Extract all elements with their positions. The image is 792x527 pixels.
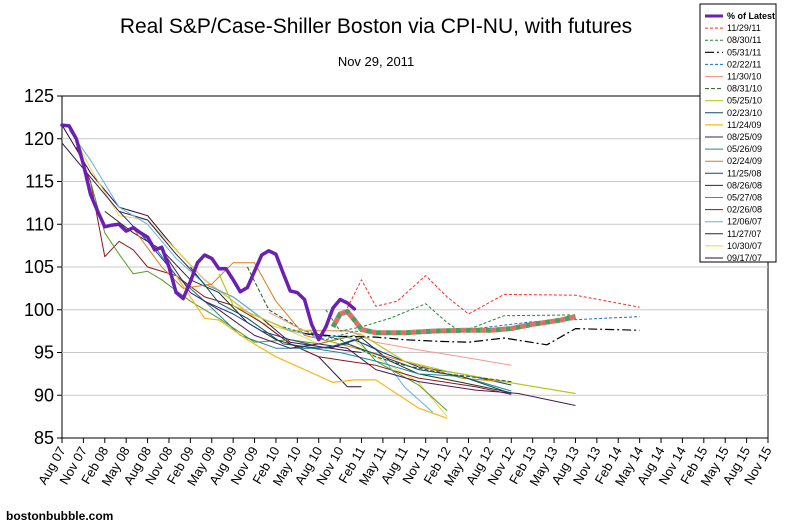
- legend-label: 11/29/11: [727, 23, 761, 33]
- series-lines: [61, 124, 640, 419]
- series-line-05-25-10: [218, 273, 576, 395]
- grid-lines: [62, 138, 768, 396]
- series-line-11-24-09: [175, 275, 448, 419]
- series-line-05-26-09: [147, 236, 512, 392]
- legend-label: 08/25/09: [727, 132, 762, 142]
- y-tick-label: 85: [34, 428, 54, 448]
- series-line-02-23-10: [190, 266, 512, 394]
- y-tick-label: 120: [24, 129, 54, 149]
- legend-label: 08/31/10: [727, 84, 762, 94]
- series-line-08-31-10: [246, 266, 512, 383]
- y-tick-label: 105: [24, 257, 54, 277]
- legend-label: 02/26/08: [727, 205, 762, 215]
- legend-label: 11/27/07: [727, 229, 761, 239]
- series-line-11-30-10: [268, 311, 512, 366]
- series-line-05-31-11: [304, 328, 640, 346]
- legend-entries: % of Latest 11/29/11 08/30/11 05/31/11 02/22…: [705, 11, 775, 263]
- chart-subtitle: Nov 29, 2011: [338, 54, 414, 69]
- series-line-08-26-08: [104, 211, 512, 394]
- y-tick-label: 90: [34, 385, 54, 405]
- y-tick-label: 100: [24, 300, 54, 320]
- y-axis-ticks: 85 90 95 100 105 110 115 120 125: [24, 86, 62, 448]
- watermark: bostonbubble.com: [6, 509, 113, 523]
- y-tick-label: 110: [25, 214, 54, 234]
- legend-label: 11/24/09: [727, 120, 761, 130]
- legend-label: 09/17/07: [727, 253, 762, 263]
- legend-box: [699, 3, 777, 263]
- legend-label: 08/30/11: [727, 35, 761, 45]
- legend-label: 02/24/09: [727, 156, 762, 166]
- series-line-05-27-08: [90, 181, 448, 411]
- series-line-02-24-09: [132, 228, 512, 383]
- series-line-latest: [60, 123, 357, 342]
- legend-label: 02/23/10: [727, 108, 762, 118]
- legend-label: 11/30/10: [727, 72, 761, 82]
- y-tick-label: 115: [25, 172, 54, 192]
- legend-label: 05/27/08: [727, 193, 762, 203]
- y-tick-label: 125: [24, 86, 54, 106]
- legend-label: 11/25/08: [727, 168, 761, 178]
- y-tick-label: 95: [34, 343, 54, 363]
- series-line-08-30-11: [325, 303, 576, 333]
- legend-label: 08/26/08: [727, 180, 762, 190]
- legend-label: 12/06/07: [727, 217, 762, 227]
- series-line-11-29-11: [346, 275, 640, 315]
- legend-label: 05/31/11: [727, 47, 761, 57]
- legend-label: 05/26/09: [727, 144, 762, 154]
- legend-label: % of Latest: [727, 11, 775, 21]
- legend: % of Latest 11/29/11 08/30/11 05/31/11 02/22…: [699, 3, 777, 263]
- legend-label: 02/22/11: [727, 59, 761, 69]
- legend-label: 10/30/07: [727, 241, 762, 251]
- chart-title: Real S&P/Case-Shiller Boston via CPI-NU,…: [120, 15, 632, 38]
- futures-overlay: [60, 123, 577, 342]
- legend-label: 05/25/10: [727, 96, 762, 106]
- futures-overlay-green: [330, 308, 577, 336]
